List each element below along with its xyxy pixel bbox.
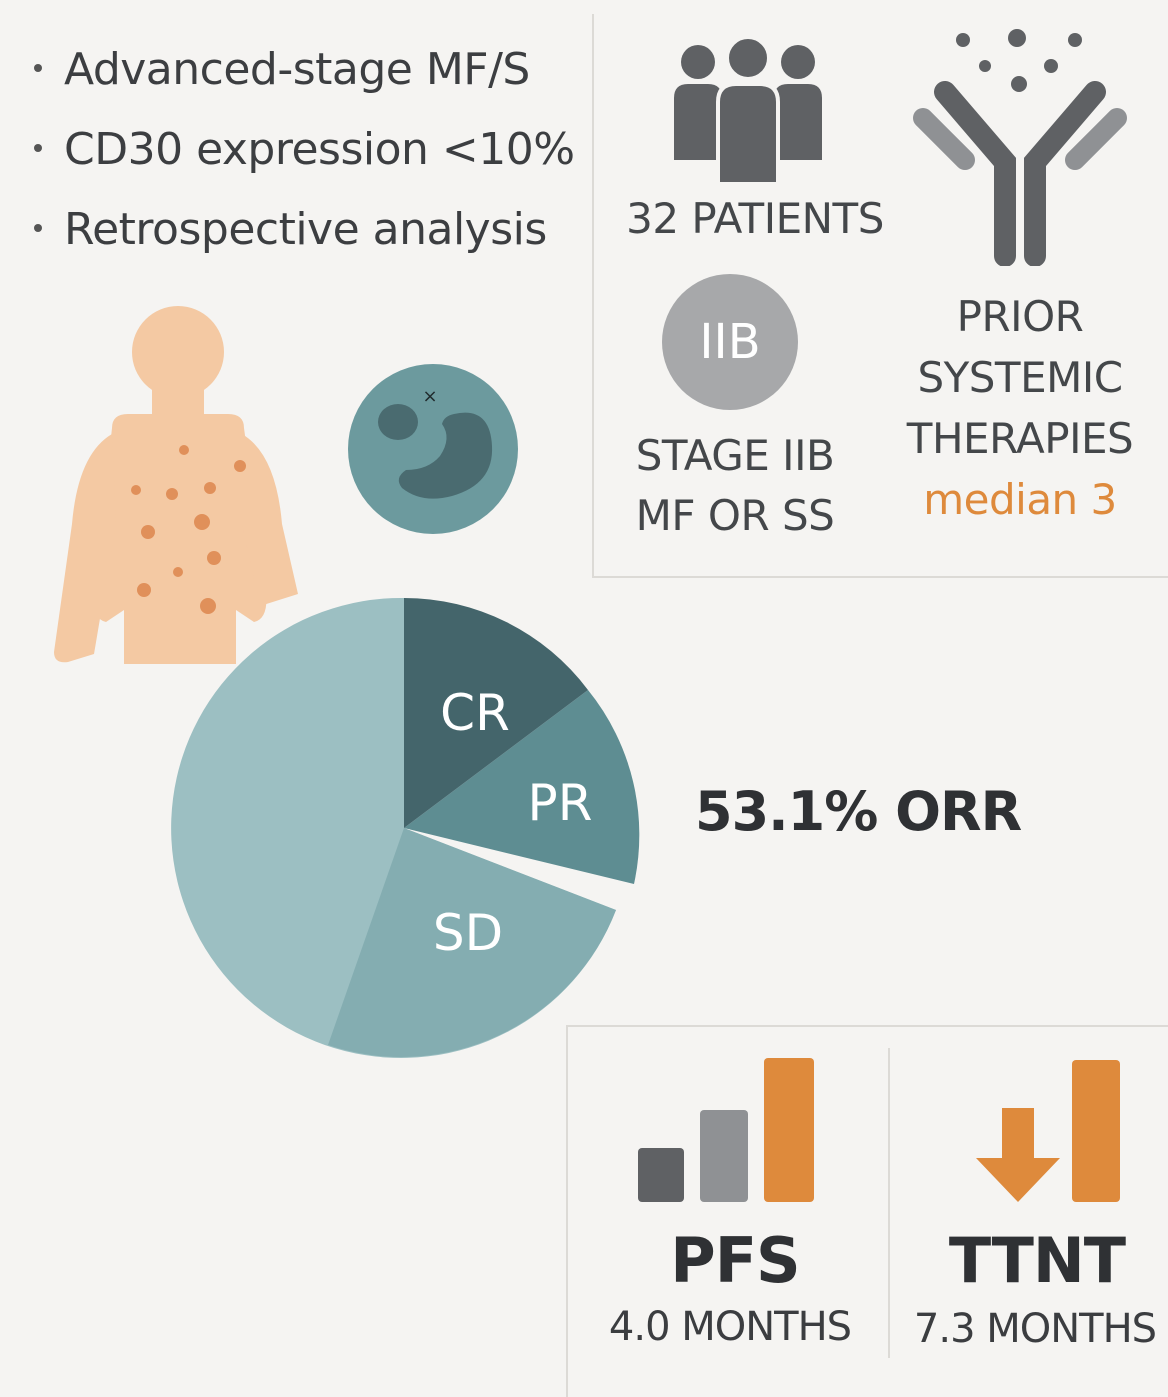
antibody-icon <box>913 29 1127 266</box>
cohort-panel <box>592 14 1168 578</box>
pie-slice-pr <box>404 690 640 884</box>
stage-label: STAGE IIB MF OR SS <box>600 426 870 546</box>
pfs-label: PFS <box>670 1224 800 1297</box>
stage-line-2: MF OR SS <box>635 491 835 540</box>
criteria-item: Advanced-stage MF/S <box>34 30 575 110</box>
stage-badge-icon: IIB <box>662 274 798 410</box>
svg-text:×: × <box>422 386 437 407</box>
stage-badge-text: IIB <box>699 314 760 370</box>
pfs-value: 4.0 MONTHS <box>608 1304 852 1350</box>
pie-slice-sd <box>328 828 616 1058</box>
lymphocyte-cell-icon: × <box>348 364 518 534</box>
outcomes-panel <box>566 1025 1168 1397</box>
patient-skin-lesions-icon <box>54 306 298 664</box>
prior-line-1: PRIOR <box>956 292 1084 341</box>
criteria-text: CD30 expression <10% <box>64 124 575 175</box>
pie-label-sd: SD <box>433 904 503 962</box>
criteria-item: Retrospective analysis <box>34 190 575 270</box>
down-arrow-bar-icon <box>976 1060 1120 1202</box>
criteria-item: CD30 expression <10% <box>34 110 575 190</box>
stage-line-1: STAGE IIB <box>635 431 835 480</box>
pie-slice-cr <box>404 598 588 828</box>
pie-label-cr: CR <box>440 684 510 742</box>
bullet-dot <box>34 64 42 72</box>
patients-count: 32 PATIENTS <box>626 194 884 243</box>
prior-therapies: PRIOR SYSTEMIC THERAPIES median 3 <box>880 286 1160 530</box>
prior-median: median 3 <box>923 475 1117 524</box>
bullet-dot <box>34 224 42 232</box>
orr-value: 53.1% ORR <box>695 780 1022 843</box>
people-group-icon <box>674 36 822 186</box>
pie-label-pr: PR <box>528 774 593 832</box>
response-pie-chart: CR PR SD <box>171 597 640 1058</box>
criteria-text: Advanced-stage MF/S <box>64 44 530 95</box>
ttnt-value: 7.3 MONTHS <box>913 1306 1157 1352</box>
ttnt-label: TTNT <box>948 1224 1126 1297</box>
criteria-text: Retrospective analysis <box>64 204 547 255</box>
bullet-dot <box>34 144 42 152</box>
outcomes-divider <box>888 1048 890 1358</box>
prior-line-3: THERAPIES <box>906 414 1134 463</box>
prior-line-2: SYSTEMIC <box>917 353 1123 402</box>
bar-chart-icon <box>638 1058 814 1202</box>
criteria-list: Advanced-stage MF/S CD30 expression <10%… <box>34 30 575 270</box>
